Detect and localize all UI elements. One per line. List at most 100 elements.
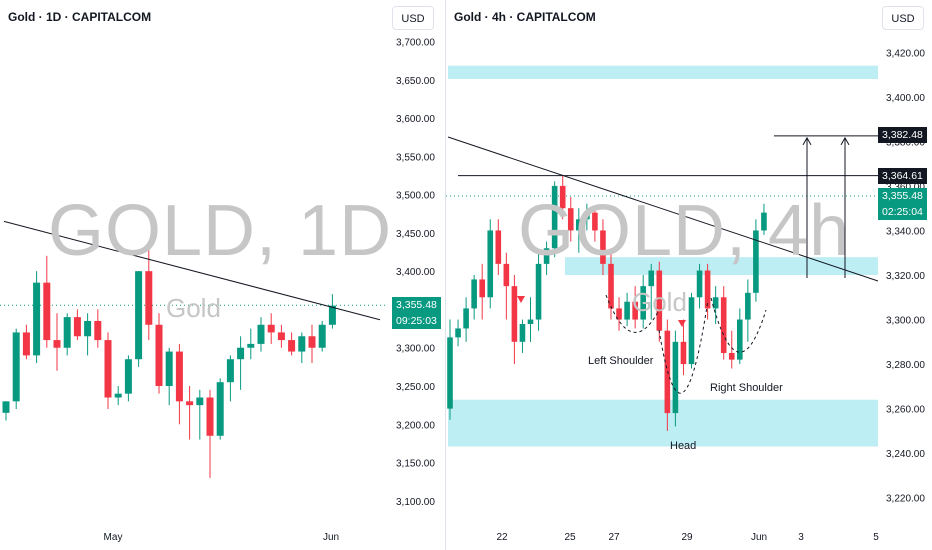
left-candle-body (165, 351, 173, 387)
left-candle-body (53, 340, 61, 348)
level-label-2: 3,382.48 (878, 127, 927, 143)
right-shoulder-label: Right Shoulder (710, 382, 783, 394)
right-candle-body (656, 270, 663, 331)
right-y-tick-label: 3,240.00 (886, 449, 925, 460)
left-candle-body (114, 393, 122, 398)
left-candle-body (175, 351, 183, 402)
right-price-label: 3,355.48 (878, 188, 927, 204)
left-candle-body (216, 382, 224, 436)
right-candle-body (704, 270, 711, 309)
right-x-tick-label: 22 (496, 532, 508, 543)
left-candle-body (94, 320, 102, 341)
head-label: Head (670, 440, 696, 452)
right-candle-body (543, 248, 550, 264)
demand-supply-zone (565, 257, 878, 275)
left-y-tick-label: 3,250.00 (396, 382, 435, 393)
target-arrow-head (802, 136, 812, 146)
right-candle-body (535, 263, 542, 320)
right-y-tick-label: 3,280.00 (886, 360, 925, 371)
left-y-tick-label: 3,150.00 (396, 459, 435, 470)
right-y-tick-label: 3,300.00 (886, 316, 925, 327)
left-y-tick-label: 3,200.00 (396, 420, 435, 431)
left-candle-body (33, 282, 41, 356)
sell-marker (678, 320, 686, 327)
right-candle-body (519, 324, 526, 342)
left-candle-body (318, 324, 326, 348)
left-candle-body (84, 320, 92, 337)
right-y-tick-label: 3,360.00 (886, 182, 925, 193)
left-chart-canvas[interactable]: 3,700.00 3,650.00 3,600.00 3,550.00 3,500.00… (0, 0, 445, 550)
left-candle-body (145, 271, 153, 325)
left-candle-body (135, 271, 143, 360)
right-chart-panel[interactable]: 3,420.003,400.003,380.003,360.003,340.00… (445, 0, 932, 550)
sell-marker (517, 296, 525, 303)
right-candle-body (640, 286, 646, 320)
right-x-tick-label: 5 (873, 532, 879, 543)
right-candle-body (487, 230, 494, 298)
right-currency-button[interactable]: USD (882, 6, 924, 30)
left-shoulder-curve (605, 294, 659, 333)
right-watermark: GOLD, 4h (518, 191, 851, 271)
left-watermark: GOLD, 1D (48, 191, 393, 271)
left-y-tick-label: 3,450.00 (396, 229, 435, 240)
demand-supply-zone (448, 65, 878, 79)
target-arrow-head (840, 136, 850, 146)
right-candle-body (632, 301, 638, 320)
left-y-tick-label: 3,700.00 (396, 37, 435, 48)
left-candle-body (124, 359, 132, 394)
right-candle-body (616, 308, 622, 320)
level-label-1: 3,364.61 (878, 168, 927, 184)
right-y-tick-label: 3,260.00 (886, 405, 925, 416)
right-candle-body (559, 185, 566, 209)
left-candle-body (237, 347, 245, 360)
left-y-tick-label: 3,550.00 (396, 152, 435, 163)
left-trendline (3, 220, 381, 321)
left-countdown-label: 09:25:03 (392, 313, 441, 329)
right-candle-body (600, 230, 606, 264)
right-candle-body (712, 297, 719, 309)
right-candle-body (761, 212, 767, 231)
right-candle-body (495, 230, 502, 264)
right-candle-body (688, 297, 695, 365)
right-candle-body (753, 230, 759, 293)
right-y-tick-label: 3,220.00 (886, 494, 925, 505)
left-y-tick-label: 3,600.00 (396, 114, 435, 125)
right-y-tick-label: 3,420.00 (886, 48, 925, 59)
right-candle-body (720, 297, 727, 353)
right-candle-body (455, 328, 461, 338)
left-y-tick-label: 3,650.00 (396, 76, 435, 87)
left-candle-body (155, 324, 163, 387)
left-candle-body (104, 340, 112, 398)
left-candle-body (196, 397, 204, 406)
left-candle-body (277, 332, 285, 341)
left-candle-body (2, 401, 10, 413)
left-x-tick-label: Jun (323, 532, 339, 543)
left-candle-body (298, 336, 306, 352)
head-curve (658, 299, 709, 394)
left-candle-body (63, 317, 71, 348)
right-candle-body (696, 270, 703, 298)
left-shoulder-label: Left Shoulder (588, 355, 654, 367)
left-candle-body (22, 332, 30, 356)
right-candle-body (576, 219, 582, 231)
left-candle-body (43, 282, 51, 341)
right-y-tick-label: 3,340.00 (886, 226, 925, 237)
left-price-label: 3,355.48 (392, 297, 441, 313)
left-candle-body (247, 343, 255, 348)
right-candle-body (592, 212, 598, 231)
left-chart-panel[interactable]: 3,700.00 3,650.00 3,600.00 3,550.00 3,500.00… (0, 0, 445, 550)
right-candle-body (680, 341, 687, 365)
right-x-tick-label: 27 (608, 532, 620, 543)
right-y-tick-label: 3,320.00 (886, 271, 925, 282)
right-watermark-sub: Gold (632, 287, 687, 317)
left-y-tick-label: 3,400.00 (396, 267, 435, 278)
left-currency-button[interactable]: USD (392, 6, 434, 30)
left-candle-body (186, 401, 194, 406)
right-candle-body (648, 270, 655, 287)
right-x-tick-label: 29 (681, 532, 693, 543)
right-shoulder-curve (710, 297, 767, 353)
right-candle-body (728, 352, 735, 360)
right-chart-canvas[interactable]: 3,420.003,400.003,380.003,360.003,340.00… (446, 0, 932, 550)
left-candle-body (267, 324, 275, 333)
right-y-tick-label: 3,400.00 (886, 93, 925, 104)
